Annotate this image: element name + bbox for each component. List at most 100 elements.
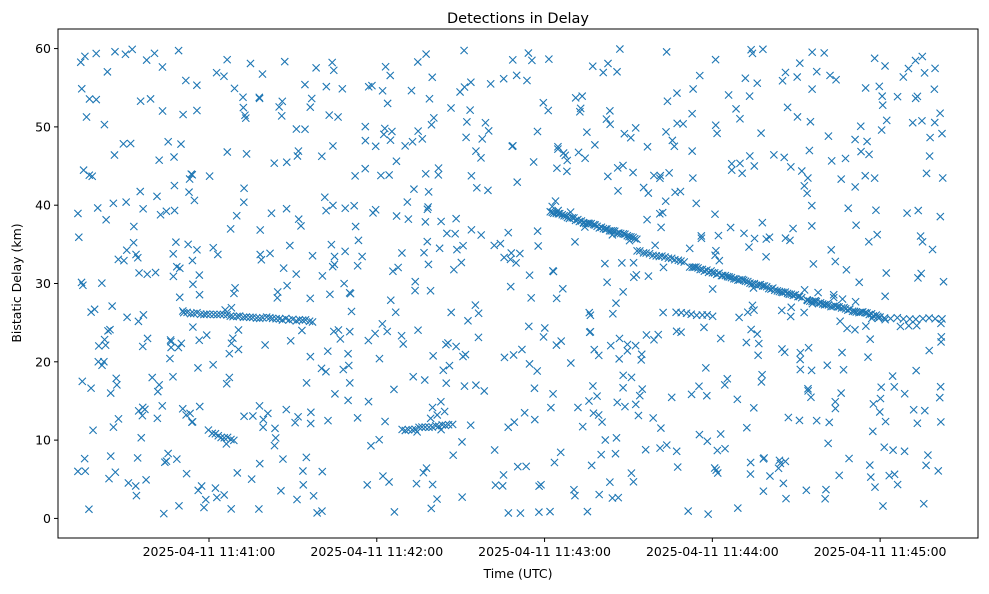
data-point-marker <box>340 279 349 288</box>
x-axis: 2025-04-11 11:41:00 2025-04-11 11:42:00 20… <box>143 538 947 559</box>
data-point-marker <box>291 418 300 427</box>
data-point-marker <box>119 139 128 148</box>
data-point-marker <box>339 365 348 374</box>
data-point-marker <box>344 396 353 405</box>
data-point-marker <box>169 272 178 281</box>
data-point-marker <box>371 205 380 214</box>
data-point-marker <box>305 317 314 326</box>
data-point-marker <box>153 414 162 423</box>
data-point-marker <box>812 67 821 76</box>
data-point-marker <box>425 94 434 103</box>
data-point-marker <box>753 330 762 339</box>
data-point-marker <box>880 443 889 452</box>
data-point-marker <box>273 293 282 302</box>
data-point-marker <box>843 324 852 333</box>
data-point-marker <box>282 405 291 414</box>
data-point-marker <box>329 327 338 336</box>
data-point-marker <box>831 257 840 266</box>
data-point-marker <box>136 97 145 106</box>
data-point-marker <box>527 56 536 65</box>
data-point-marker <box>378 86 387 95</box>
data-point-marker <box>467 225 476 234</box>
data-point-marker <box>558 284 567 293</box>
data-point-marker <box>893 92 902 101</box>
data-point-marker <box>195 402 204 411</box>
data-point-marker <box>258 70 267 79</box>
data-point-marker <box>449 265 458 274</box>
data-point-marker <box>452 342 461 351</box>
data-point-marker <box>216 310 225 319</box>
data-point-marker <box>870 174 879 183</box>
data-point-marker <box>391 308 400 317</box>
data-point-marker <box>85 171 94 180</box>
data-point-marker <box>544 55 553 64</box>
data-point-marker <box>718 271 727 280</box>
data-point-marker <box>208 429 217 438</box>
data-point-marker <box>701 363 710 372</box>
data-point-marker <box>306 352 315 361</box>
data-point-marker <box>688 147 697 156</box>
data-point-marker <box>710 464 719 473</box>
data-point-marker <box>171 238 180 247</box>
data-point-marker <box>320 193 329 202</box>
data-point-marker <box>612 229 621 238</box>
data-point-marker <box>864 353 873 362</box>
data-point-marker <box>553 145 562 154</box>
data-point-marker <box>334 113 343 122</box>
data-point-marker <box>627 469 636 478</box>
data-point-marker <box>867 314 876 323</box>
data-point-marker <box>743 308 752 317</box>
data-point-marker <box>307 94 316 103</box>
data-point-marker <box>754 339 763 348</box>
data-point-marker <box>899 72 908 81</box>
data-point-marker <box>433 410 442 419</box>
data-point-marker <box>845 454 854 463</box>
data-point-marker <box>909 405 918 414</box>
data-point-marker <box>460 83 469 92</box>
data-point-marker <box>748 49 757 58</box>
data-point-marker <box>133 253 142 262</box>
data-point-marker <box>143 270 152 279</box>
data-point-marker <box>866 335 875 344</box>
data-point-marker <box>638 385 647 394</box>
data-point-marker <box>108 302 117 311</box>
data-point-marker <box>920 406 929 415</box>
data-point-marker <box>530 415 539 424</box>
data-point-marker <box>376 171 385 180</box>
data-point-marker <box>442 229 451 238</box>
data-point-marker <box>619 287 628 296</box>
data-point-marker <box>750 306 758 315</box>
data-point-marker <box>499 74 508 83</box>
data-point-marker <box>871 206 880 215</box>
data-point-marker <box>139 204 148 213</box>
data-point-marker <box>934 466 943 475</box>
data-point-marker <box>82 113 91 121</box>
data-point-marker <box>169 249 178 258</box>
data-point-marker <box>605 106 614 115</box>
data-point-marker <box>777 306 786 315</box>
data-point-marker <box>602 115 611 124</box>
data-point-marker <box>595 490 604 499</box>
data-point-marker <box>615 334 624 343</box>
data-point-marker <box>861 322 870 331</box>
x-tick-label: 2025-04-11 11:45:00 <box>814 544 947 559</box>
data-point-marker <box>549 389 558 398</box>
data-point-marker <box>467 171 476 180</box>
data-point-marker <box>649 414 658 423</box>
data-point-marker <box>804 386 813 395</box>
data-point-marker <box>223 148 232 157</box>
data-point-marker <box>181 76 190 85</box>
data-point-marker <box>619 383 628 392</box>
data-point-marker <box>606 120 615 129</box>
data-point-marker <box>882 116 891 125</box>
data-point-marker <box>234 345 243 354</box>
data-point-marker <box>334 325 343 334</box>
data-point-marker <box>178 404 187 413</box>
data-point-marker <box>143 334 152 343</box>
data-point-marker <box>874 314 883 323</box>
data-point-marker <box>184 240 193 249</box>
data-point-marker <box>427 120 436 129</box>
data-point-marker <box>769 150 778 159</box>
data-point-marker <box>458 493 467 502</box>
